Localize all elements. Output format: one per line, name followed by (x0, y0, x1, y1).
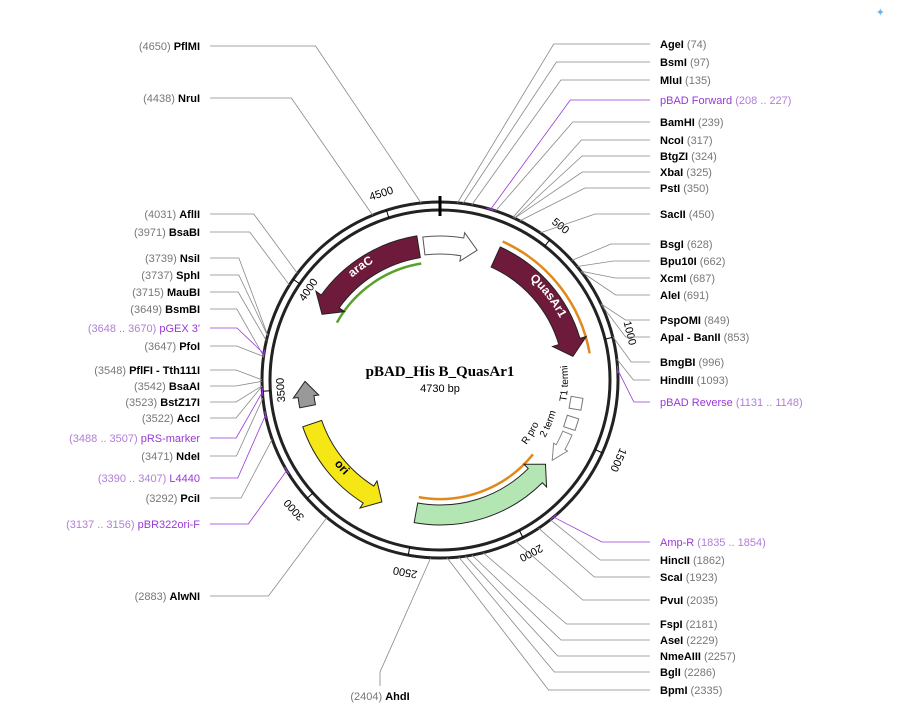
svg-text:2500: 2500 (392, 564, 418, 580)
svg-text:(4031) AflII: (4031) AflII (144, 209, 200, 221)
svg-text:(3523) BstZ17I: (3523) BstZ17I (125, 397, 200, 409)
svg-text:(3137 .. 3156) pBR322ori-F: (3137 .. 3156) pBR322ori-F (66, 519, 200, 531)
svg-text:BsgI (628): BsgI (628) (660, 239, 713, 251)
plasmid-size: 4730 bp (420, 383, 460, 395)
svg-text:(4650) PflMI: (4650) PflMI (139, 41, 200, 53)
svg-text:BtgZI (324): BtgZI (324) (660, 151, 717, 163)
svg-text:(3737) SphI: (3737) SphI (141, 270, 200, 282)
svg-text:3000: 3000 (282, 497, 307, 523)
svg-text:BamHI (239): BamHI (239) (660, 117, 724, 129)
svg-text:(3649) BsmBI: (3649) BsmBI (130, 304, 200, 316)
svg-text:(3648 .. 3670) pGEX 3': (3648 .. 3670) pGEX 3' (88, 323, 200, 335)
svg-text:BmgBI (996): BmgBI (996) (660, 357, 724, 369)
svg-text:(3390 .. 3407) L4440: (3390 .. 3407) L4440 (98, 473, 200, 485)
svg-text:(2883) AlwNI: (2883) AlwNI (135, 591, 200, 603)
svg-text:AgeI (74): AgeI (74) (660, 39, 706, 51)
svg-text:pBAD Forward (208 .. 227): pBAD Forward (208 .. 227) (660, 95, 791, 107)
svg-text:Bpu10I (662): Bpu10I (662) (660, 256, 725, 268)
svg-text:(3739) NsiI: (3739) NsiI (145, 253, 200, 265)
svg-text:2000: 2000 (517, 542, 544, 564)
svg-text:FspI (2181): FspI (2181) (660, 619, 717, 631)
svg-text:AleI (691): AleI (691) (660, 290, 709, 302)
svg-text:BsmI (97): BsmI (97) (660, 57, 710, 69)
svg-text:(2404) AhdI: (2404) AhdI (350, 691, 409, 703)
svg-text:(3971) BsaBI: (3971) BsaBI (134, 227, 200, 239)
svg-text:(3542) BsaAI: (3542) BsaAI (134, 381, 200, 393)
svg-text:ScaI (1923): ScaI (1923) (660, 572, 718, 584)
svg-text:BpmI (2335): BpmI (2335) (660, 685, 722, 697)
feature-arcs: araCQuasAr1rrnB T1 terminatorrrnB T2 ter… (0, 0, 590, 525)
svg-text:Amp-R (1835 .. 1854): Amp-R (1835 .. 1854) (660, 537, 766, 549)
svg-text:(4438) NruI: (4438) NruI (143, 93, 200, 105)
svg-text:(3548) PflFI - Tth111I: (3548) PflFI - Tth111I (94, 365, 200, 377)
svg-text:(3715) MauBI: (3715) MauBI (132, 287, 200, 299)
svg-text:AseI (2229): AseI (2229) (660, 635, 718, 647)
svg-text:1500: 1500 (607, 446, 628, 473)
svg-text:ApaI - BanII (853): ApaI - BanII (853) (660, 332, 749, 344)
svg-text:(3522) AccI: (3522) AccI (142, 413, 200, 425)
svg-text:HindIII (1093): HindIII (1093) (660, 375, 728, 387)
svg-text:(3292) PciI: (3292) PciI (146, 493, 200, 505)
svg-text:(3488 .. 3507) pRS-marker: (3488 .. 3507) pRS-marker (69, 433, 200, 445)
svg-text:rrnB T1 terminator: rrnB T1 terminator (0, 0, 571, 402)
svg-text:pBAD Reverse (1131 .. 1148): pBAD Reverse (1131 .. 1148) (660, 397, 803, 409)
plasmid-title: pBAD_His B_QuasAr1 (366, 364, 515, 380)
svg-text:BglI (2286): BglI (2286) (660, 667, 716, 679)
svg-text:XbaI (325): XbaI (325) (660, 167, 712, 179)
svg-text:3500: 3500 (275, 377, 289, 402)
svg-text:MluI (135): MluI (135) (660, 75, 711, 87)
svg-text:PspOMI (849): PspOMI (849) (660, 315, 730, 327)
svg-text:PvuI (2035): PvuI (2035) (660, 595, 718, 607)
svg-text:XcmI (687): XcmI (687) (660, 273, 715, 285)
svg-text:(3647) PfoI: (3647) PfoI (144, 341, 200, 353)
svg-text:NmeAIII (2257): NmeAIII (2257) (660, 651, 736, 663)
svg-text:4500: 4500 (368, 185, 395, 204)
svg-text:PstI (350): PstI (350) (660, 183, 709, 195)
svg-text:SacII (450): SacII (450) (660, 209, 714, 221)
svg-text:(3471) NdeI: (3471) NdeI (141, 451, 200, 463)
svg-text:500: 500 (549, 216, 571, 237)
svg-text:HincII (1862): HincII (1862) (660, 555, 725, 567)
svg-text:NcoI (317): NcoI (317) (660, 135, 713, 147)
